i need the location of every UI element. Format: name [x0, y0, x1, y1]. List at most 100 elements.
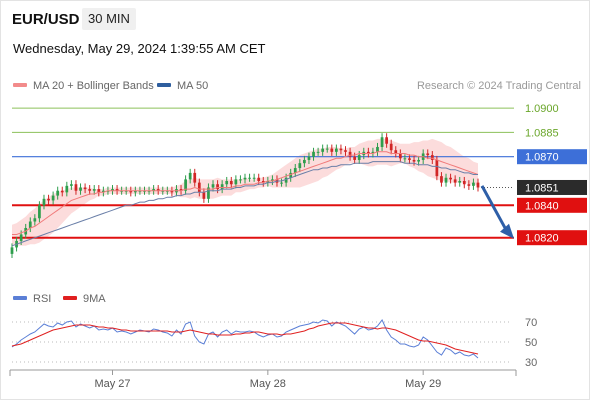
timeframe-badge[interactable]: 30 MIN [82, 8, 136, 30]
forecast-arrow-head [500, 223, 514, 239]
legend-ma50: MA 50 [157, 80, 208, 92]
candle-body [161, 190, 165, 192]
candle-body [284, 177, 288, 183]
candle [394, 146, 398, 158]
candle-body [143, 190, 146, 192]
candle [325, 144, 329, 153]
candle-body [449, 177, 452, 180]
level-label-1.0840: 1.0840 [525, 200, 559, 212]
candle-body [243, 177, 247, 180]
candle [92, 185, 96, 195]
candle [115, 185, 119, 195]
rsi-tick-70: 70 [525, 317, 537, 329]
candle-body [239, 179, 242, 181]
candle-body [321, 148, 325, 152]
candle-body [92, 189, 96, 191]
candle [220, 180, 224, 194]
level-label-1.0820: 1.0820 [525, 233, 559, 245]
candle [261, 176, 265, 187]
legend-9ma: 9MA [63, 293, 106, 305]
candle-body [179, 189, 183, 191]
candle-body [79, 187, 82, 191]
candle [133, 186, 137, 197]
candle-body [280, 182, 283, 184]
candle [440, 172, 443, 187]
candle-body [38, 205, 41, 219]
candle-body [184, 179, 187, 191]
candle-body [325, 148, 329, 150]
candle [335, 144, 338, 156]
candle-body [211, 184, 215, 188]
candle-body [312, 151, 315, 157]
candle-body [102, 190, 105, 193]
candle-body [111, 189, 114, 191]
candle [385, 133, 388, 148]
legend-rsi-label: RSI [33, 293, 52, 305]
candle-body [467, 184, 471, 186]
candle [243, 173, 247, 184]
candle-body [430, 155, 434, 160]
candle [252, 173, 256, 182]
candle [444, 173, 448, 187]
candle-body [472, 182, 475, 186]
candle-body [120, 190, 124, 192]
candle [211, 180, 215, 192]
candle [56, 186, 60, 200]
candle-body [83, 187, 87, 190]
legend-ma50-label: MA 50 [177, 80, 209, 92]
candle-body [188, 172, 192, 180]
candle-body [65, 185, 69, 193]
level-label-1.0885: 1.0885 [525, 127, 559, 139]
candle-body [389, 143, 393, 151]
candle [453, 175, 457, 187]
rsi-tick-30: 30 [525, 357, 537, 369]
candle [51, 191, 55, 205]
candle-body [74, 184, 78, 191]
candle [193, 168, 197, 187]
candle-body [412, 159, 416, 162]
candle [170, 186, 174, 197]
candle-body [56, 190, 60, 196]
ma50-line [11, 161, 478, 247]
candle [70, 180, 73, 190]
candle [248, 173, 251, 182]
candle [207, 183, 210, 203]
symbol-title: EUR/USD [12, 11, 80, 28]
candle-body [124, 190, 128, 192]
candle-body [376, 146, 379, 152]
candle [376, 142, 379, 156]
legend-ma20-swatch [13, 83, 27, 88]
candle [188, 168, 192, 184]
candle [380, 133, 384, 152]
candle-body [202, 192, 206, 199]
candle [408, 154, 411, 164]
candle [42, 194, 46, 210]
candle-body [257, 177, 261, 181]
candle-body [60, 190, 64, 193]
candle-body [156, 189, 160, 191]
candle-body [234, 179, 238, 185]
candle [307, 152, 311, 164]
candle-body [403, 158, 407, 160]
candle [156, 185, 160, 195]
rsi-line [11, 319, 479, 359]
candle-body [261, 181, 265, 183]
candle-body [371, 151, 375, 154]
candle [152, 185, 155, 195]
candle [229, 176, 233, 189]
legend-ma50-swatch [157, 83, 171, 88]
candle-body [165, 190, 169, 192]
candle [467, 180, 471, 190]
research-credit: Research © 2024 Trading Central [416, 80, 581, 92]
candle [398, 149, 402, 163]
candle-body [33, 218, 37, 222]
candle [449, 173, 452, 184]
bollinger-band [12, 138, 478, 246]
candle-body [47, 198, 50, 201]
candle [28, 217, 32, 233]
candle [472, 178, 475, 190]
candle-body [366, 151, 370, 154]
candle [316, 147, 320, 156]
candle-body [19, 234, 23, 241]
